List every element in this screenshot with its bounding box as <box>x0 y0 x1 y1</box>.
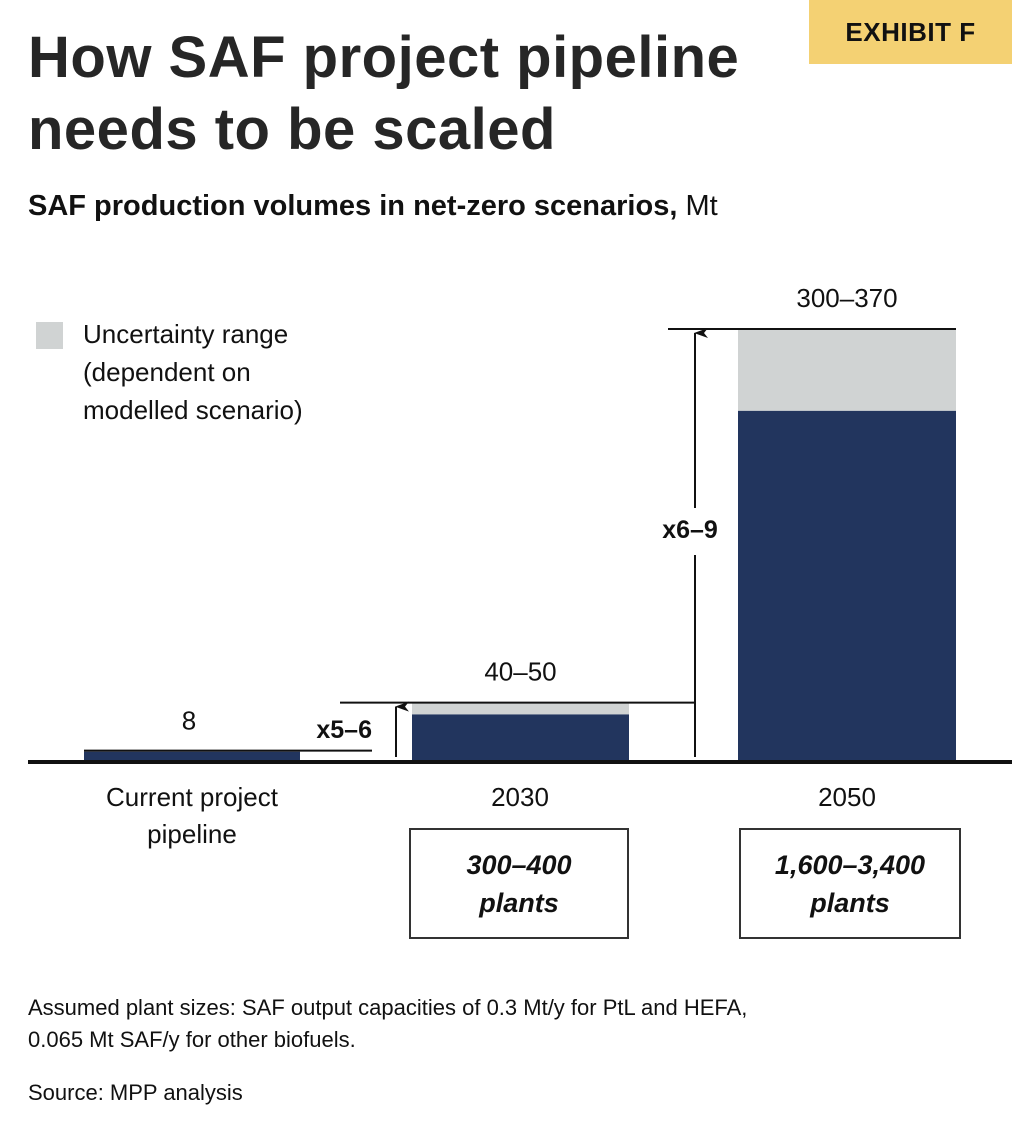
legend: Uncertainty range (dependent on modelled… <box>36 319 303 425</box>
plants-2030-unit: plants <box>479 887 559 918</box>
legend-swatch-uncertainty <box>36 322 63 349</box>
footnote-line-2: 0.065 Mt SAF/y for other biofuels. <box>28 1027 356 1052</box>
bar-2030-base <box>412 714 629 761</box>
footnote-line-1: Assumed plant sizes: SAF output capaciti… <box>28 995 748 1020</box>
annotations <box>84 328 956 757</box>
bar-2050-uncertainty <box>738 329 956 411</box>
footnote: Assumed plant sizes: SAF output capaciti… <box>28 992 747 1056</box>
source-note: Source: MPP analysis <box>28 1080 243 1105</box>
annotation-x5-6: x5–6 <box>316 716 372 744</box>
category-label-2030: 2030 <box>491 782 549 812</box>
subtitle-bold: SAF production volumes in net-zero scena… <box>28 190 678 222</box>
bar-2030-uncertainty <box>412 702 629 715</box>
plants-2030-count: 300–400 <box>466 849 572 880</box>
category-label-2050: 2050 <box>818 782 876 812</box>
data-label-2030: 40–50 <box>484 657 556 687</box>
title-line-1: How SAF project pipeline <box>28 25 740 90</box>
chart-title: How SAF project pipeline needs to be sca… <box>28 22 739 166</box>
bar-current-base <box>84 751 300 761</box>
exhibit-badge: EXHIBIT F <box>809 0 1012 64</box>
subtitle-unit: Mt <box>677 190 718 222</box>
title-line-2: needs to be scaled <box>28 97 556 162</box>
data-label-2050: 300–370 <box>796 283 897 313</box>
bar-2050-base <box>738 410 956 761</box>
legend-label-line-2: (dependent on <box>83 357 251 387</box>
exhibit-label: EXHIBIT F <box>845 16 976 47</box>
category-label-current-line-1: Current project <box>106 782 279 812</box>
plants-box-2030: 300–400 plants <box>409 828 629 939</box>
legend-label-line-1: Uncertainty range <box>83 319 288 349</box>
annotation-x6-9: x6–9 <box>662 516 718 544</box>
chart-subtitle: SAF production volumes in net-zero scena… <box>28 190 718 223</box>
plants-2050-unit: plants <box>810 887 890 918</box>
category-label-current-line-2: pipeline <box>147 819 237 849</box>
data-label-current: 8 <box>182 706 196 736</box>
plants-box-2050: 1,600–3,400 plants <box>739 828 961 939</box>
legend-label-line-3: modelled scenario) <box>83 395 303 425</box>
bars <box>84 329 956 761</box>
plants-2050-count: 1,600–3,400 <box>774 849 926 880</box>
